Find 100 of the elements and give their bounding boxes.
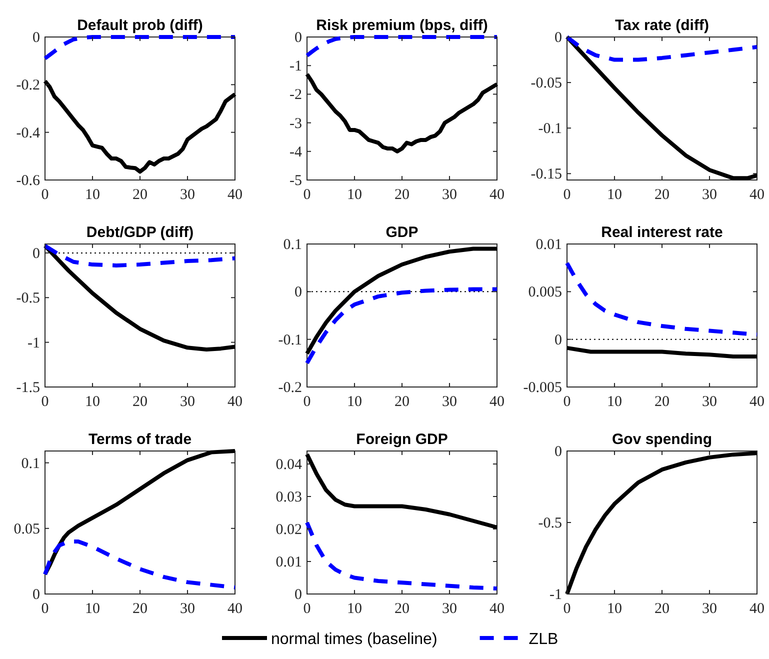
x-tick-label: 20: [394, 187, 410, 203]
chart-title: Terms of trade: [88, 431, 192, 448]
x-tick-label: 40: [490, 601, 504, 617]
y-tick-label: -0.005: [523, 380, 562, 396]
line-series: [565, 346, 759, 358]
y-tick-label: 0.04: [276, 457, 302, 473]
y-tick-label: -0.6: [16, 173, 40, 189]
chart-title: GDP: [386, 224, 418, 241]
y-tick-label: -1: [290, 58, 302, 75]
x-tick-label: 30: [702, 187, 717, 203]
x-tick-label: 10: [607, 187, 622, 203]
x-tick-label: 40: [490, 187, 504, 203]
x-tick-label: 20: [132, 394, 148, 410]
x-tick-label: 10: [347, 601, 362, 617]
chart-title: Default prob (diff): [77, 17, 203, 34]
line-series: [43, 79, 237, 174]
y-tick-label: -5: [290, 173, 302, 189]
y-tick-label: -1: [550, 587, 562, 603]
x-tick-label: 20: [654, 394, 670, 410]
y-tick-label: 0.01: [536, 237, 562, 253]
y-tick-label: -0.5: [538, 516, 562, 532]
line-series: [43, 244, 237, 268]
x-tick-label: 40: [750, 394, 764, 410]
line-series: [565, 35, 759, 62]
chart-title: Gov spending: [612, 431, 712, 448]
x-tick-label: 10: [85, 394, 100, 410]
y-tick-label: 0.005: [528, 284, 562, 301]
x-tick-label: 30: [442, 601, 457, 617]
line-series: [305, 452, 499, 530]
y-tick-label: 0.02: [276, 522, 302, 538]
x-tick-label: 20: [654, 187, 670, 203]
legend-label: normal times (baseline): [271, 631, 438, 648]
y-tick-label: 0: [294, 587, 302, 603]
x-tick-label: 20: [132, 187, 148, 203]
y-tick-label: 0.01: [276, 554, 302, 570]
y-tick-label: -0.2: [278, 380, 302, 396]
chart-title: Real interest rate: [601, 224, 723, 241]
x-tick-label: 10: [85, 601, 100, 617]
x-tick-label: 30: [180, 187, 195, 203]
line-series: [565, 451, 759, 596]
chart-title: Foreign GDP: [356, 431, 448, 448]
y-tick-label: -1.5: [16, 380, 40, 396]
x-tick-label: 40: [228, 394, 242, 410]
y-tick-label: 0.03: [276, 490, 302, 506]
legend-label: ZLB: [528, 631, 558, 648]
x-tick-label: 40: [228, 187, 242, 203]
y-tick-label: 0: [554, 30, 562, 46]
y-tick-label: -0.15: [530, 166, 562, 183]
y-tick-label: 0.1: [283, 237, 302, 253]
line-series: [565, 261, 759, 337]
x-tick-label: 20: [394, 394, 410, 410]
y-tick-label: -3: [290, 116, 302, 132]
chart-title: Debt/GDP (diff): [86, 224, 194, 241]
chart-title: Risk premium (bps, diff): [316, 17, 488, 34]
x-tick-label: 30: [702, 601, 717, 617]
y-tick-label: -0.4: [16, 125, 40, 142]
x-tick-label: 30: [442, 187, 457, 203]
x-tick-label: 40: [750, 187, 764, 203]
x-tick-label: 10: [347, 394, 362, 410]
x-tick-label: 20: [132, 601, 148, 617]
line-series: [43, 244, 237, 352]
y-tick-label: 0: [32, 30, 40, 46]
line-series: [43, 35, 237, 60]
x-tick-label: 40: [750, 601, 764, 617]
y-tick-label: -0.05: [530, 76, 562, 92]
y-tick-label: -0.1: [278, 332, 302, 348]
line-series: [305, 72, 499, 154]
x-tick-label: 30: [180, 601, 195, 617]
y-tick-label: 0: [554, 332, 562, 348]
x-tick-label: 30: [442, 394, 457, 410]
y-tick-label: 0: [554, 444, 562, 460]
line-series: [305, 35, 499, 58]
line-series: [305, 287, 499, 366]
y-tick-label: 0: [32, 587, 40, 603]
y-tick-label: 0: [294, 30, 302, 46]
x-tick-label: 10: [607, 394, 622, 410]
x-tick-label: 10: [347, 187, 362, 203]
y-tick-label: 0.1: [21, 456, 40, 472]
x-tick-label: 10: [85, 187, 100, 203]
y-tick-label: -4: [290, 144, 302, 160]
y-tick-label: 0: [32, 246, 40, 262]
y-tick-label: -0.5: [16, 290, 40, 307]
line-series: [305, 246, 499, 356]
x-tick-label: 30: [180, 394, 195, 410]
x-tick-label: 30: [702, 394, 717, 410]
line-series: [43, 540, 237, 590]
y-tick-label: -0.2: [16, 78, 40, 94]
y-tick-label: 0.05: [14, 521, 40, 538]
x-tick-label: 10: [607, 601, 622, 617]
line-series: [565, 35, 759, 180]
x-tick-label: 20: [394, 601, 410, 617]
y-tick-label: -0.1: [538, 121, 562, 138]
line-series: [305, 520, 499, 590]
chart-title: Tax rate (diff): [615, 17, 709, 34]
y-tick-label: -2: [290, 87, 302, 104]
y-tick-label: 0: [294, 284, 302, 301]
x-tick-label: 20: [654, 601, 670, 617]
y-tick-label: -1: [28, 335, 40, 352]
x-tick-label: 40: [490, 394, 504, 410]
x-tick-label: 40: [228, 601, 242, 617]
